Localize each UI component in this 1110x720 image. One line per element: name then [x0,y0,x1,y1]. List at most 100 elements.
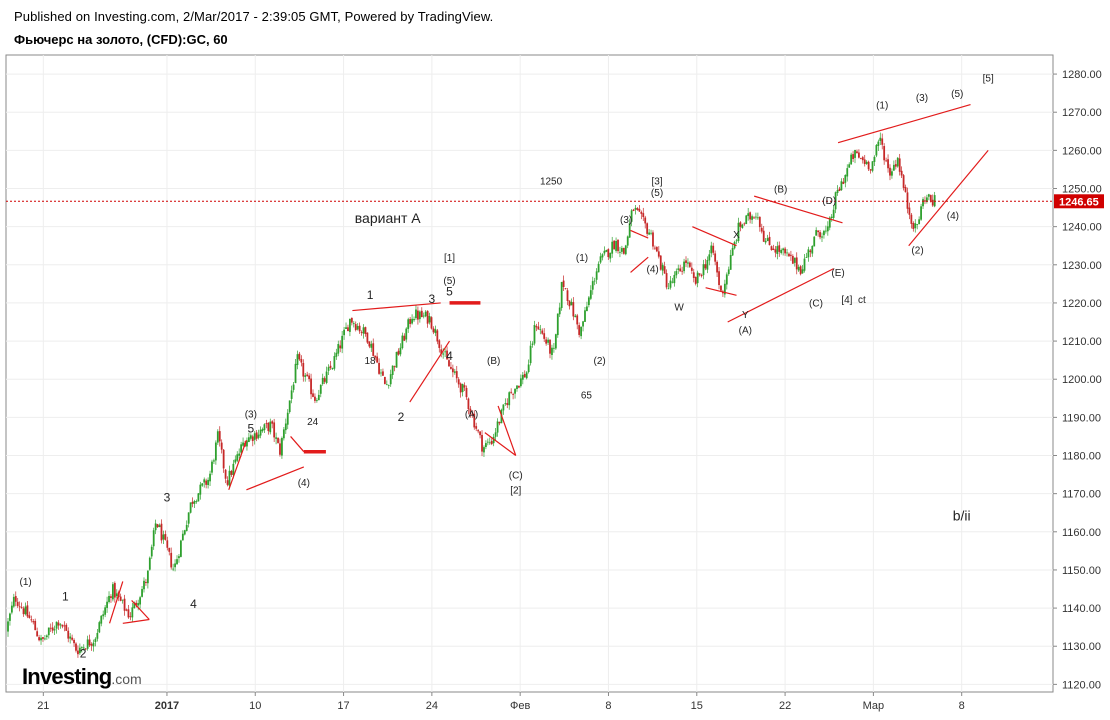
candle [646,222,649,237]
wave-label: (2) [594,356,606,367]
candle [486,438,489,446]
trend-line [352,302,441,312]
candle [314,393,316,404]
grid [6,55,1053,692]
wave-label: (1) [876,100,888,111]
candle [366,332,369,345]
last-price-tag [1054,194,1104,209]
candle [51,622,54,634]
wave-label: (A) [465,409,478,420]
candle [32,619,35,625]
candle [894,159,897,170]
candle [881,133,884,150]
candle [399,343,402,357]
candle [247,432,250,443]
y-tick-label: 1250.00 [1062,184,1102,196]
candle [211,459,213,476]
candle [172,563,175,572]
candle [127,605,130,619]
candle [479,431,481,439]
investing-logo[interactable]: Investing.com [22,664,142,690]
candle [564,287,567,290]
candle [405,327,408,343]
candle [265,419,268,429]
wave-label: (5) [651,188,663,199]
y-tick-label: 1230.00 [1062,260,1102,272]
time-axis[interactable]: 21 2017 10 17 24 Фев 8 15 22 Мар 8 [37,692,965,712]
candle [776,241,779,260]
candle [393,365,396,372]
candle [836,185,839,196]
candle [504,398,507,406]
candle [403,333,406,341]
wave-label: b/ii [953,507,971,523]
candle [659,255,662,271]
wave-labels: вариант A 1250 65 b/ii (1) 1 2 3 4 (3) 5 24 (4) 18 1 2 3… [20,74,994,661]
candle [451,364,454,378]
candle [669,275,672,290]
candle [516,385,518,392]
candle [867,160,870,172]
candle [739,221,742,232]
candle [436,328,439,345]
candle [69,633,72,644]
candle [335,348,338,360]
candle [358,322,361,334]
wave-label: W [674,303,684,314]
wave-label: 24 [307,417,319,428]
candle [599,252,602,264]
trend-line [705,287,737,296]
candle [24,602,27,616]
candle [619,246,621,258]
candle [514,388,516,399]
last-price-line: 1246.65 [6,194,1104,209]
candle [38,634,40,642]
logo-suffix: .com [111,671,142,687]
candle [859,157,862,160]
candle [712,242,715,256]
candle [310,373,312,400]
price-axis[interactable]: 1120.00 1130.00 1140.00 1150.00 1160.00 1170.… [1053,69,1102,691]
candle [700,273,703,278]
wave-label: [4] [841,295,852,306]
candle [531,341,534,348]
candle [687,258,689,268]
candle [846,164,849,182]
candle [727,266,730,276]
candle [354,321,357,332]
wave-label: 2 [398,410,405,424]
candle [199,481,202,500]
candle [852,151,854,163]
candle [498,421,501,426]
candle [708,249,711,266]
candle [380,369,382,377]
candle [224,468,227,484]
trend-line [908,149,989,247]
candle [146,570,149,589]
candle [47,627,50,639]
candle [178,553,180,563]
candle [374,355,377,361]
candle [191,497,194,508]
candle [275,432,277,445]
candle [877,139,880,151]
candle [195,499,198,504]
candle [426,310,429,328]
candle [595,268,598,284]
y-tick-label: 1270.00 [1062,107,1102,119]
candle [98,620,101,634]
candle [455,365,458,383]
candle [683,258,685,274]
trend-line [131,600,150,620]
candle [518,385,520,389]
candle [253,431,256,445]
candle [496,418,499,437]
plot-area[interactable] [5,54,1054,693]
candle [236,451,239,463]
candle [162,530,165,544]
candle [615,237,617,253]
candle [341,330,344,354]
candle [164,530,167,541]
candle [749,211,752,224]
